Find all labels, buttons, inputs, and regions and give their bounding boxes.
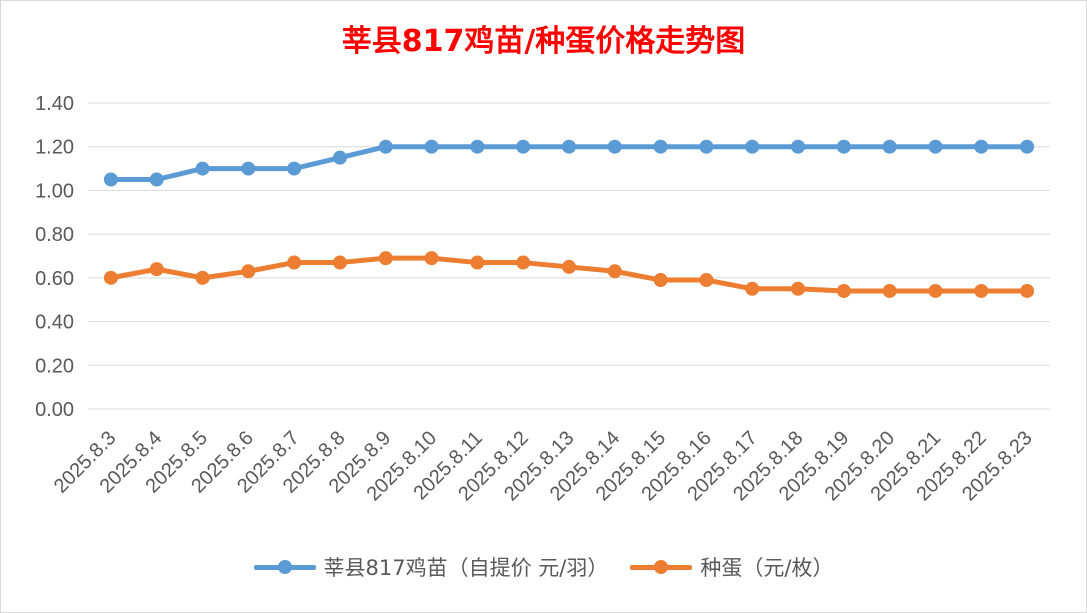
series-lines xyxy=(103,139,1035,298)
data-point xyxy=(791,281,806,296)
data-point xyxy=(287,255,302,270)
y-tick-label: 0.60 xyxy=(35,268,74,290)
data-point xyxy=(332,150,347,165)
data-point xyxy=(103,270,118,285)
data-point xyxy=(516,255,531,270)
legend-item-chicks: 莘县817鸡苗（自提价 元/羽） xyxy=(253,552,609,582)
data-point xyxy=(882,139,897,154)
legend-label-eggs: 种蛋（元/枚） xyxy=(700,556,834,580)
data-point xyxy=(1020,283,1035,298)
legend-swatch-eggs xyxy=(630,560,693,574)
data-point xyxy=(562,139,576,154)
data-point xyxy=(836,139,851,154)
legend: 莘县817鸡苗（自提价 元/羽） 种蛋（元/枚） xyxy=(0,552,1087,582)
data-point xyxy=(332,255,347,270)
data-point xyxy=(103,172,118,187)
data-point xyxy=(1020,139,1035,154)
y-axis-ticks: 0.00 0.20 0.40 0.60 0.80 1.00 1.20 1.40 xyxy=(35,93,74,421)
y-tick-label: 0.00 xyxy=(35,399,74,421)
data-point xyxy=(928,283,943,298)
data-point xyxy=(424,251,439,266)
legend-label-chicks: 莘县817鸡苗（自提价 元/羽） xyxy=(323,556,609,580)
data-point xyxy=(241,161,256,176)
data-point xyxy=(195,270,210,285)
y-tick-label: 0.80 xyxy=(35,224,74,246)
data-point xyxy=(836,283,851,298)
y-tick-label: 0.20 xyxy=(35,355,74,377)
y-tick-label: 1.20 xyxy=(35,137,74,159)
data-point xyxy=(699,139,714,154)
data-point xyxy=(928,139,943,154)
data-point xyxy=(241,264,256,279)
data-point xyxy=(378,139,393,154)
y-tick-label: 1.00 xyxy=(35,180,74,202)
legend-item-eggs: 种蛋（元/枚） xyxy=(630,552,833,582)
x-axis-ticks: 2025.8.32025.8.42025.8.52025.8.62025.8.7… xyxy=(50,427,1037,505)
data-point xyxy=(745,139,760,154)
y-tick-label: 0.40 xyxy=(35,312,74,334)
data-point xyxy=(791,139,806,154)
y-tick-label: 1.40 xyxy=(35,93,74,115)
data-point xyxy=(653,139,668,154)
data-point xyxy=(149,262,164,277)
data-point xyxy=(195,161,210,176)
data-point xyxy=(424,139,439,154)
legend-swatch-chicks xyxy=(253,560,316,574)
data-point xyxy=(287,161,302,176)
data-point xyxy=(607,139,622,154)
data-point xyxy=(653,273,668,288)
data-point xyxy=(470,255,485,270)
data-point xyxy=(974,139,989,154)
data-point xyxy=(149,172,164,187)
data-point xyxy=(470,139,485,154)
data-point xyxy=(607,264,622,279)
data-point xyxy=(745,281,760,296)
chart-title: 莘县817鸡苗/种蛋价格走势图 xyxy=(341,24,746,59)
data-point xyxy=(378,251,393,266)
data-point xyxy=(562,259,576,274)
data-point xyxy=(699,273,714,288)
data-point xyxy=(882,283,897,298)
data-point xyxy=(516,139,531,154)
data-point xyxy=(974,283,989,298)
